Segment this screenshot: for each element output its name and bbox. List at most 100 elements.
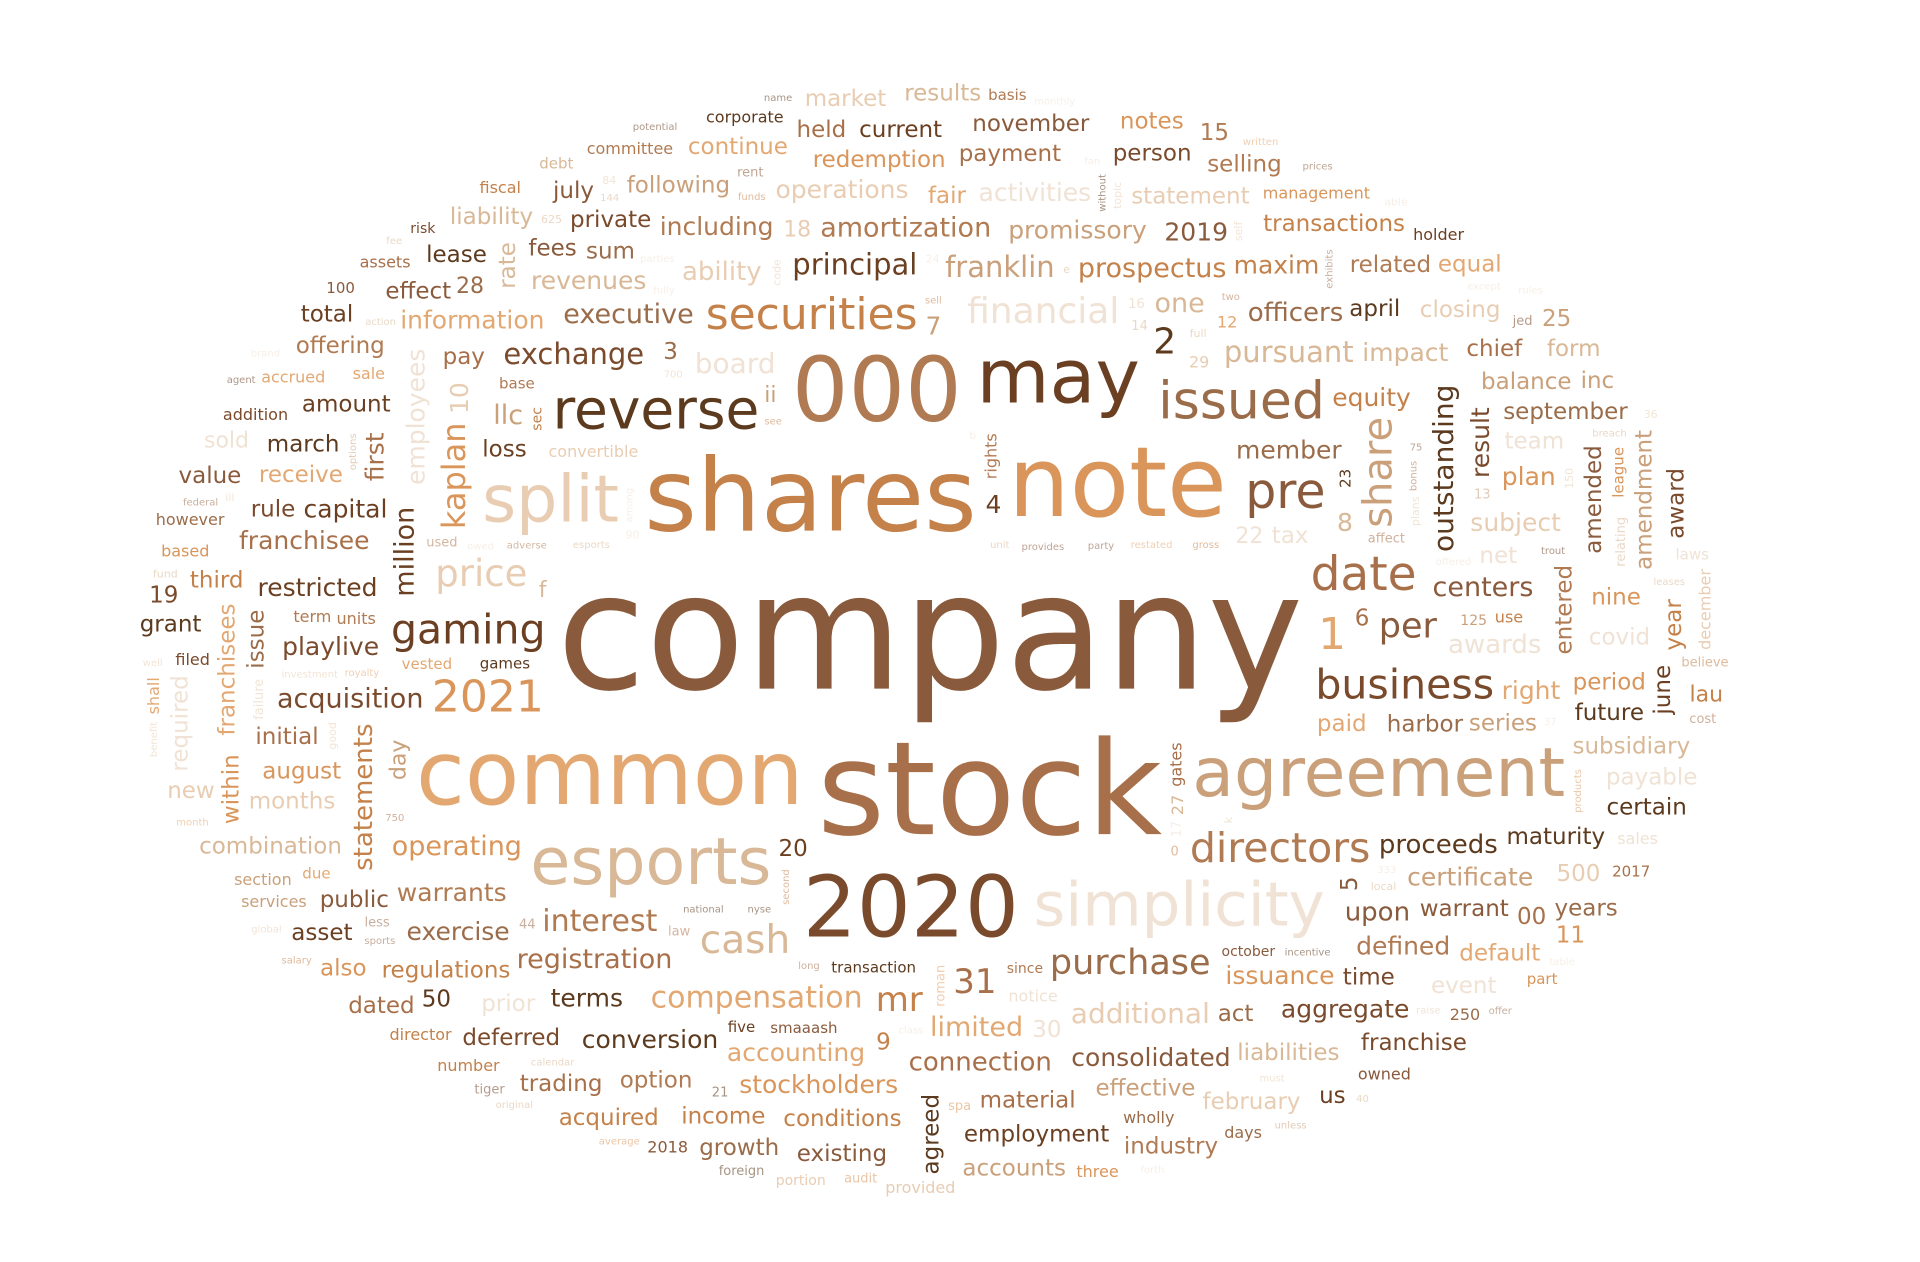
word-monthly: monthly	[1034, 96, 1075, 107]
word-company: company	[557, 540, 1304, 728]
word-league: league	[1610, 447, 1628, 498]
word-00: 00	[1517, 904, 1546, 930]
word-less: less	[365, 916, 390, 931]
word-cost: cost	[1689, 712, 1716, 727]
word-2018: 2018	[647, 1137, 688, 1156]
word-15: 15	[1200, 120, 1229, 146]
word-interest: interest	[542, 904, 657, 939]
word-gates: gates	[1167, 742, 1186, 786]
word-plans: plans	[1409, 496, 1422, 526]
word-terms: terms	[551, 983, 623, 1012]
word-law: law	[668, 925, 691, 940]
word-22: 22	[1235, 524, 1263, 549]
word-defined: defined	[1356, 931, 1450, 960]
word-result: result	[1466, 407, 1495, 478]
word-12: 12	[1217, 313, 1237, 332]
word-17: 17	[1170, 821, 1185, 838]
word-potential: potential	[633, 122, 677, 133]
word-statements: statements	[349, 723, 379, 870]
word-initial: initial	[255, 724, 318, 750]
word-playlive: playlive	[282, 632, 379, 661]
word-including: including	[660, 212, 774, 241]
word-days: days	[1224, 1123, 1262, 1142]
word-awards: awards	[1448, 630, 1541, 660]
word-right: right	[1502, 676, 1561, 705]
word-payable: payable	[1606, 765, 1698, 791]
word-us: us	[1319, 1083, 1346, 1109]
word-among: among	[625, 488, 636, 523]
word-convertible: convertible	[549, 442, 639, 461]
word-year: year	[1661, 599, 1687, 651]
word-day: day	[387, 740, 412, 780]
word-conditions: conditions	[783, 1106, 901, 1132]
word-pre: pre	[1245, 463, 1325, 520]
word-mr: mr	[876, 980, 923, 1020]
word-number: number	[437, 1056, 500, 1075]
word-sports: sports	[364, 936, 395, 947]
word-fully: fully	[653, 286, 674, 297]
word-fiscal: fiscal	[480, 178, 521, 197]
word-used: used	[426, 536, 457, 551]
word-vested: vested	[402, 655, 453, 673]
word-rule: rule	[251, 497, 296, 523]
word-exhibits: exhibits	[1325, 249, 1336, 288]
word-local: local	[1371, 880, 1397, 893]
word-units: units	[337, 609, 376, 628]
word-issue: issue	[244, 610, 270, 669]
word-grant: grant	[140, 612, 202, 638]
word-stockholders: stockholders	[739, 1070, 898, 1099]
word-amount: amount	[302, 391, 391, 417]
word-part: part	[1527, 970, 1558, 988]
word-4: 4	[986, 490, 1002, 519]
word-inc: inc	[1581, 368, 1615, 394]
word-act: act	[1218, 1001, 1254, 1027]
word-8: 8	[1337, 508, 1353, 537]
word-holder: holder	[1413, 225, 1464, 244]
word-employees: employees	[402, 349, 431, 485]
word-original: original	[496, 1100, 533, 1111]
word-assets: assets	[360, 253, 411, 272]
word-executive: executive	[563, 299, 694, 330]
word-believe: believe	[1681, 656, 1728, 671]
word-capital: capital	[304, 494, 388, 523]
word-agent: agent	[227, 375, 256, 386]
word-equal: equal	[1438, 251, 1502, 277]
word-leases: leases	[1654, 577, 1686, 588]
word-owned: owned	[1358, 1064, 1411, 1083]
word-person: person	[1113, 141, 1192, 167]
word-balance: balance	[1481, 369, 1572, 395]
word-issuance: issuance	[1225, 961, 1334, 990]
word-accounts: accounts	[962, 1156, 1066, 1182]
word-agreement: agreement	[1192, 734, 1565, 813]
word-subsidiary: subsidiary	[1573, 733, 1691, 759]
word-asset: asset	[291, 920, 352, 946]
word-nyse: nyse	[748, 905, 772, 916]
word-within: within	[218, 754, 244, 824]
word-fan: fan	[1084, 156, 1100, 167]
word-brand: brand	[251, 348, 280, 359]
word-raise: raise	[1416, 1006, 1440, 1017]
word-combination: combination	[199, 834, 342, 860]
word-note: note	[1008, 426, 1227, 539]
word-since: since	[1007, 961, 1043, 977]
word-industry: industry	[1124, 1133, 1218, 1159]
word-event: event	[1431, 973, 1497, 999]
word-limited: limited	[930, 1012, 1023, 1043]
word-share: share	[1356, 417, 1402, 528]
word-owed: owed	[467, 542, 494, 553]
word-dated: dated	[348, 993, 414, 1019]
word-selling: selling	[1207, 151, 1281, 177]
word-27: 27	[1168, 795, 1187, 815]
word-directors: directors	[1190, 824, 1371, 872]
word-liabilities: liabilities	[1237, 1040, 1339, 1066]
word-financial: financial	[967, 291, 1119, 332]
word-activities: activities	[979, 178, 1092, 207]
word-written: written	[1243, 137, 1278, 148]
word-31: 31	[953, 962, 996, 1002]
word-prior: prior	[481, 991, 536, 1017]
word-offering: offering	[296, 333, 385, 359]
word-smaaash: smaaash	[770, 1019, 837, 1037]
word-business: business	[1315, 661, 1494, 709]
word-calendar: calendar	[531, 1058, 575, 1069]
word-paid: paid	[1317, 711, 1367, 737]
